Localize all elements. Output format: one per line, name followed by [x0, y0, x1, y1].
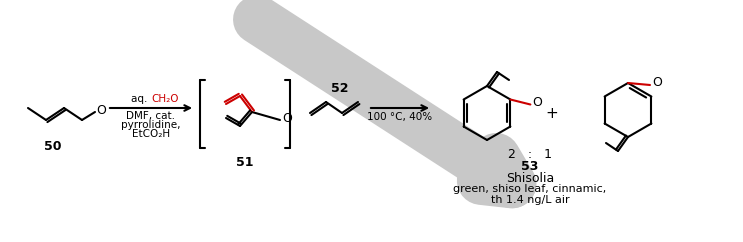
Text: 100 °C, 40%: 100 °C, 40% — [368, 112, 432, 122]
Text: 2   :   1: 2 : 1 — [508, 148, 552, 161]
Text: O: O — [652, 76, 662, 90]
Text: aq.: aq. — [132, 94, 151, 104]
Text: 51: 51 — [236, 156, 254, 169]
Text: 52: 52 — [331, 82, 348, 95]
Text: CH₂O: CH₂O — [151, 94, 178, 104]
Text: EtCO₂H: EtCO₂H — [132, 129, 170, 139]
Text: pyrrolidine,: pyrrolidine, — [121, 120, 181, 130]
Text: DMF, cat.: DMF, cat. — [126, 111, 175, 121]
Text: 50: 50 — [45, 140, 62, 153]
Text: +: + — [545, 106, 559, 121]
Text: th 1.4 ng/L air: th 1.4 ng/L air — [490, 195, 569, 205]
Text: O: O — [96, 105, 106, 118]
Text: O: O — [533, 96, 542, 109]
Text: O: O — [282, 112, 292, 124]
Text: Shisolia: Shisolia — [506, 172, 554, 185]
Text: 53: 53 — [522, 160, 539, 173]
Text: green, shiso leaf, cinnamic,: green, shiso leaf, cinnamic, — [453, 184, 606, 194]
